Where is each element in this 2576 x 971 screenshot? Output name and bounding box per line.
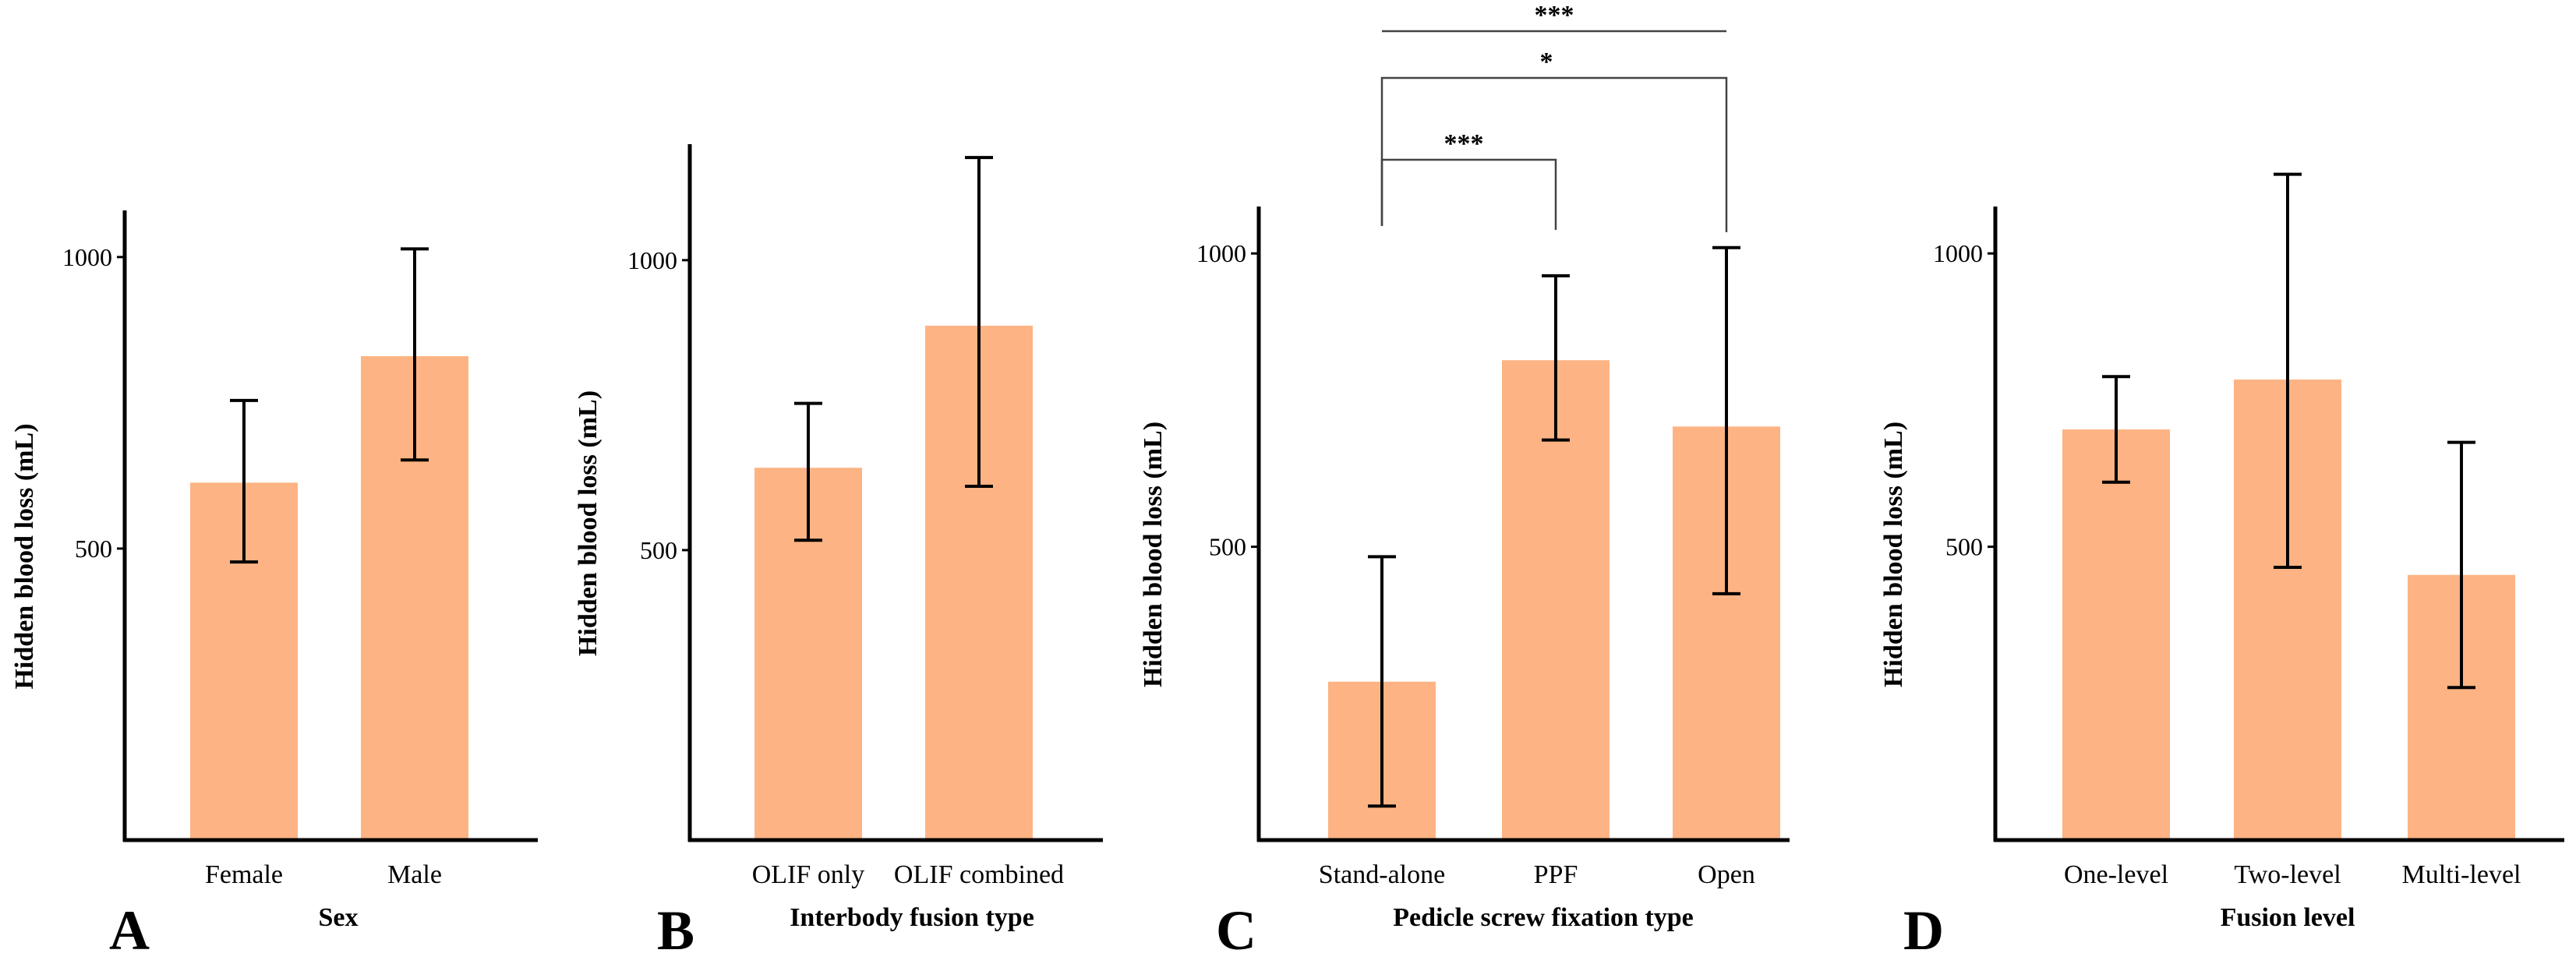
bracket-line	[1380, 158, 1557, 230]
significance-label: *	[1540, 48, 1553, 76]
y-tick-label: 1000	[62, 243, 112, 271]
x-tick-label: Multi-level	[2402, 860, 2521, 889]
x-tick-label: OLIF only	[752, 860, 865, 889]
x-axis-label: Sex	[319, 903, 359, 932]
x-tick-label: One-level	[2064, 860, 2168, 889]
y-tick-label: 500	[1209, 533, 1246, 561]
y-tick-label: 1000	[1933, 239, 1983, 267]
error-bar	[2102, 375, 2130, 484]
panel-label: A	[109, 899, 150, 962]
chart-panel-b: 500 1000 OLIF only OLIF combined Interbody f…	[574, 144, 1103, 962]
error-bar	[230, 398, 258, 564]
x-tick-label: Male	[387, 860, 442, 889]
error-bar	[1368, 555, 1396, 808]
x-tick-label: Open	[1698, 860, 1755, 889]
significance-label: ***	[1535, 1, 1574, 30]
y-tick-label: 1000	[627, 246, 677, 274]
y-axis-label: Hidden blood loss (mL)	[1879, 422, 1908, 687]
y-axis-label: Hidden blood loss (mL)	[1139, 422, 1168, 687]
x-tick-label: Two-level	[2234, 860, 2341, 889]
chart-panel-d: 500 1000 One-level Two-level Multi-level Fusi…	[1879, 172, 2564, 962]
chart-panel-a: 500 1000 Female Male Sex Hidden blood loss (m…	[10, 210, 538, 962]
y-tick-label: 500	[640, 536, 677, 564]
x-tick-label: Female	[205, 860, 283, 889]
panel-label: D	[1903, 899, 1944, 962]
y-tick-label: 500	[1945, 533, 1983, 561]
x-axis-label: Pedicle screw fixation type	[1393, 903, 1694, 932]
bar-one-level	[2062, 429, 2170, 840]
error-bar	[794, 401, 822, 542]
x-tick-label: OLIF combined	[894, 860, 1064, 889]
y-axis-label: Hidden blood loss (mL)	[574, 390, 602, 656]
significance-label: ***	[1444, 129, 1484, 158]
bracket-line	[1380, 76, 1728, 232]
error-bar	[965, 156, 993, 489]
error-bar	[401, 247, 429, 462]
error-bar	[2447, 440, 2475, 690]
panel-label: B	[657, 899, 694, 962]
panel-label: C	[1216, 899, 1256, 962]
significance-bracket	[1380, 158, 1557, 230]
error-bar	[1542, 274, 1570, 442]
y-tick-label: 500	[75, 535, 112, 563]
significance-bracket	[1380, 76, 1728, 232]
x-tick-label: Stand-alone	[1319, 860, 1445, 889]
error-bar	[1712, 245, 1740, 595]
error-bar	[2274, 172, 2302, 569]
x-axis-label: Interbody fusion type	[790, 903, 1034, 932]
y-axis-label: Hidden blood loss (mL)	[10, 423, 39, 689]
x-axis-label: Fusion level	[2221, 903, 2355, 932]
y-tick-label: 1000	[1196, 239, 1246, 267]
x-tick-label: PPF	[1534, 860, 1578, 889]
